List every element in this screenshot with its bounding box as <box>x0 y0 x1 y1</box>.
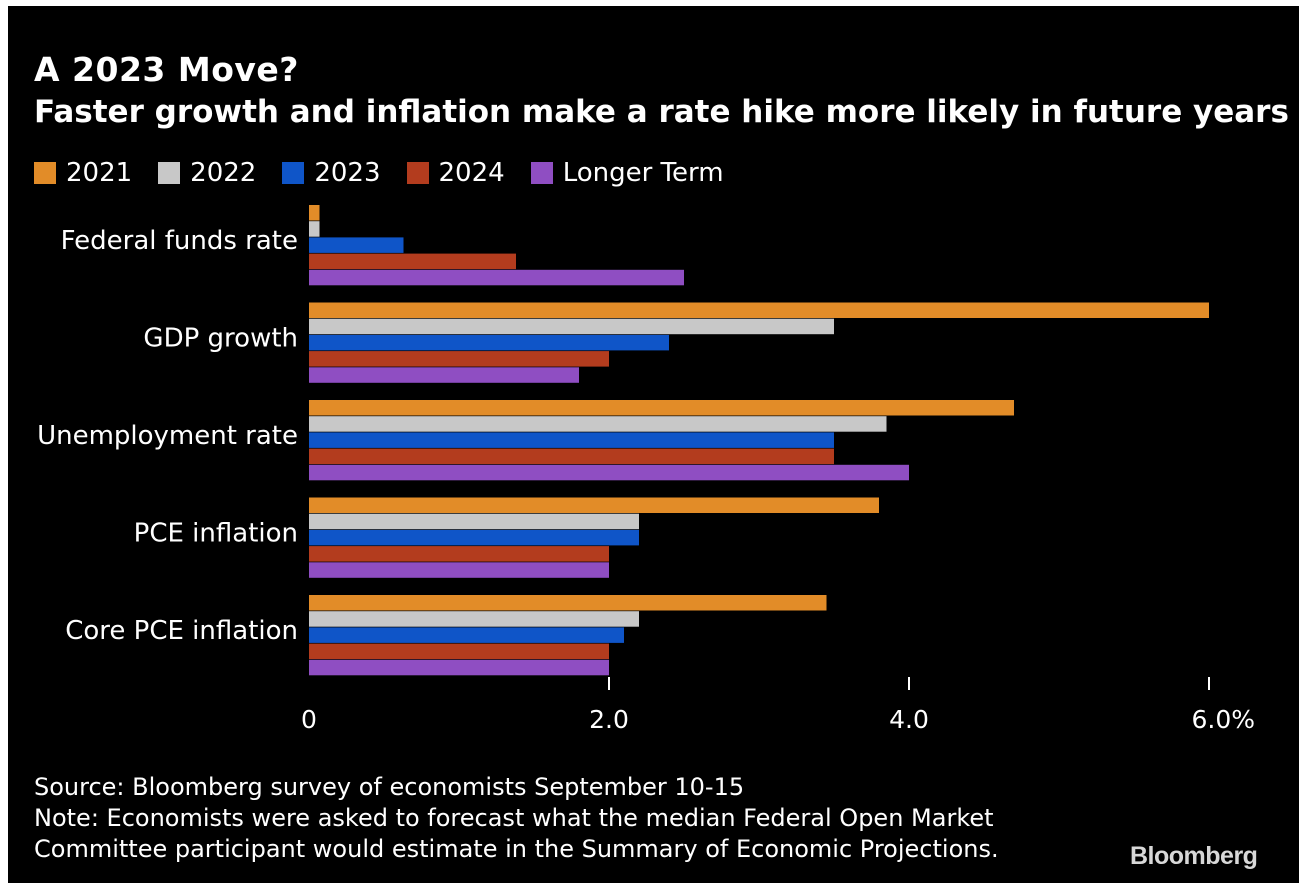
tick-label: 2.0 <box>589 705 629 734</box>
bar <box>309 416 887 432</box>
tick-label: 6.0% <box>1191 705 1255 734</box>
bar <box>309 334 669 351</box>
legend-label: 2021 <box>66 158 133 188</box>
bar <box>309 513 639 530</box>
bar <box>309 643 609 660</box>
legend-label: 2024 <box>438 158 505 188</box>
bar <box>309 448 834 465</box>
note-line-2: Committee participant would estimate in … <box>34 835 999 863</box>
bar <box>309 237 404 253</box>
legend-item: Longer Term <box>530 158 724 188</box>
legend-item: 2021 <box>34 158 132 188</box>
bar <box>309 659 609 676</box>
legend-label: Longer Term <box>562 158 724 188</box>
bar <box>309 367 579 383</box>
tick-label: 0 <box>301 705 317 734</box>
legend-swatch <box>282 162 305 184</box>
bar <box>309 627 624 643</box>
bar <box>309 497 879 513</box>
legend-item: 2024 <box>406 158 505 188</box>
chart-subtitle: Faster growth and inflation make a rate … <box>34 94 1289 130</box>
bar <box>309 221 320 237</box>
bar <box>309 318 834 335</box>
tick-label: 4.0 <box>889 705 929 734</box>
chart-title: A 2023 Move? <box>34 50 299 89</box>
legend-item: 2022 <box>158 158 256 188</box>
bar <box>309 351 609 367</box>
category-label: GDP growth <box>143 324 298 354</box>
bar <box>309 205 320 221</box>
bar <box>309 400 1014 416</box>
category-label: Federal funds rate <box>61 226 298 256</box>
bar <box>309 302 1209 318</box>
legend-swatch <box>34 162 56 184</box>
source-notes: Source: Bloomberg survey of economists S… <box>34 772 999 865</box>
bar <box>309 253 516 270</box>
legend-label: 2022 <box>190 158 257 188</box>
legend-label: 2023 <box>314 158 381 188</box>
legend-item: 2023 <box>282 158 381 188</box>
bar <box>309 562 609 578</box>
bar <box>309 529 639 546</box>
bar <box>309 432 834 448</box>
bar <box>309 464 909 481</box>
category-label: PCE inflation <box>134 519 298 549</box>
bar <box>309 269 684 286</box>
chart-panel: A 2023 Move? Faster growth and inflation… <box>8 6 1299 883</box>
legend: 2021 2022 2023 2024 Longer Term <box>34 158 750 188</box>
legend-swatch <box>406 162 429 184</box>
bloomberg-logo: Bloomberg <box>1130 842 1258 870</box>
legend-swatch <box>158 162 181 184</box>
bar <box>309 546 609 562</box>
source-text: Source: Bloomberg survey of economists S… <box>34 773 745 801</box>
category-label: Core PCE inflation <box>65 616 298 646</box>
category-label: Unemployment rate <box>37 421 298 451</box>
legend-swatch <box>530 162 553 184</box>
note-line-1: Note: Economists were asked to forecast … <box>34 804 994 832</box>
bar <box>309 595 827 611</box>
bar <box>309 611 639 627</box>
